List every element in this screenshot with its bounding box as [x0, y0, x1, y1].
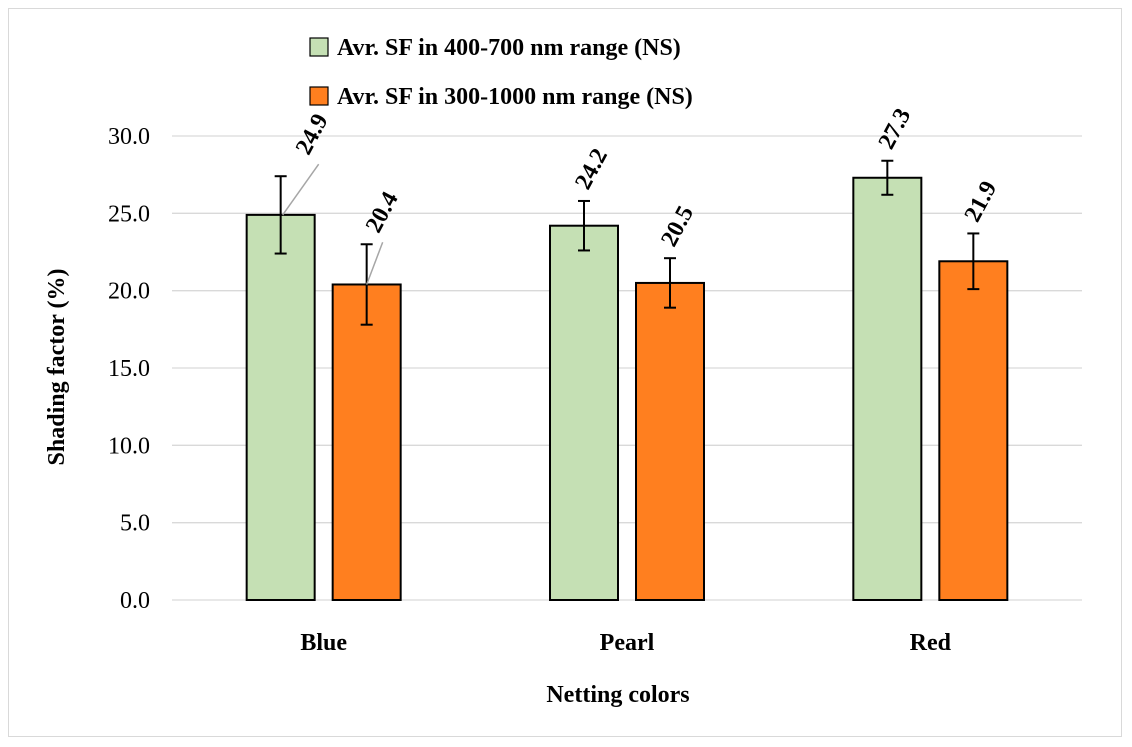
x-axis-title: Netting colors: [546, 682, 689, 708]
legend-swatch-series-2: [309, 86, 329, 106]
legend-swatch-series-1: [309, 37, 329, 57]
bar-red-series-2: [938, 260, 1009, 601]
data-label: 21.9: [960, 177, 1003, 226]
data-label: 24.9: [291, 110, 334, 159]
data-label: 24.2: [570, 144, 613, 193]
x-tick-label: Blue: [300, 630, 347, 656]
bar-blue-series-1: [245, 213, 316, 601]
y-axis-ticks: 0.0 5.0 10.0 15.0 20.0 25.0 30.0: [108, 124, 150, 614]
y-axis-title: Shading factor (%): [44, 269, 70, 466]
y-tick-label: 10.0: [108, 433, 150, 459]
data-label-leader: [282, 163, 320, 216]
legend-label-series-2: Avr. SF in 300-1000 nm range (NS): [337, 84, 693, 110]
bar-blue-series-2: [331, 283, 402, 601]
bars: [245, 159, 1009, 601]
data-label: 20.4: [361, 188, 404, 237]
bar-red-series-1: [852, 176, 923, 601]
gridlines: [172, 135, 1082, 601]
legend: Avr. SF in 400-700 nm range (NS) Avr. SF…: [309, 35, 693, 110]
legend-label-series-1: Avr. SF in 400-700 nm range (NS): [337, 35, 681, 61]
y-tick-label: 0.0: [120, 588, 150, 614]
y-tick-label: 30.0: [108, 124, 150, 150]
y-tick-label: 5.0: [120, 511, 150, 537]
x-tick-label: Pearl: [600, 630, 655, 656]
y-tick-label: 20.0: [108, 279, 150, 305]
data-label: 20.5: [656, 202, 699, 251]
bar-pearl-series-1: [549, 224, 619, 601]
x-tick-label: Red: [910, 630, 952, 656]
y-tick-label: 25.0: [108, 201, 150, 227]
x-axis-ticks: Blue Pearl Red: [300, 630, 951, 656]
bar-pearl-series-2: [635, 281, 705, 601]
y-tick-label: 15.0: [108, 356, 150, 382]
data-label: 27.3: [874, 104, 917, 153]
data-label-leader: [365, 242, 384, 285]
